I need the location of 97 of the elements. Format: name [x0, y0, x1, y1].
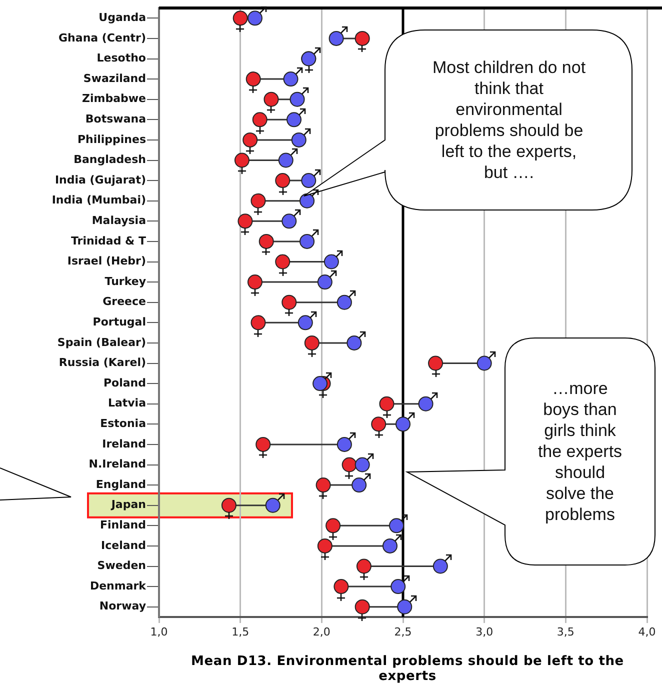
point	[301, 173, 316, 188]
point	[317, 274, 332, 290]
point	[286, 112, 302, 128]
point	[282, 294, 297, 310]
point	[221, 498, 236, 513]
point	[265, 498, 280, 513]
point	[316, 478, 331, 493]
y-tick-label: Trinidad & T	[70, 234, 146, 248]
point	[300, 234, 315, 249]
point	[246, 72, 261, 87]
point	[342, 457, 357, 472]
y-tick-label: Bangladesh	[74, 153, 146, 166]
point	[312, 376, 328, 392]
y-tick-label: Greece	[102, 295, 146, 308]
point	[334, 579, 349, 594]
point	[238, 214, 253, 229]
point	[258, 234, 274, 249]
point	[252, 112, 268, 128]
point	[354, 457, 370, 472]
point	[371, 416, 386, 432]
x-tick-label: 1,5	[232, 625, 250, 638]
y-tick-label: Norway	[99, 600, 146, 613]
point	[242, 132, 258, 148]
y-tick-label: Swaziland	[83, 72, 146, 85]
x-tick-label: 2,0	[312, 625, 330, 638]
point	[234, 152, 250, 168]
point	[317, 538, 332, 554]
point	[326, 518, 341, 534]
y-tick-label: Estonia	[100, 417, 146, 430]
point	[388, 518, 404, 534]
y-tick-label: Israel (Hebr)	[67, 254, 146, 268]
point	[346, 335, 362, 350]
point	[352, 478, 367, 493]
point	[396, 416, 410, 432]
point	[328, 30, 344, 46]
point	[390, 579, 406, 594]
point	[232, 10, 248, 26]
point	[282, 214, 297, 229]
x-tick-label: 2,5	[394, 625, 412, 638]
point	[275, 254, 290, 270]
point	[256, 436, 271, 452]
y-tick-label: Portugal	[92, 316, 146, 329]
y-tick-label: Russia (Karel)	[58, 356, 146, 370]
y-tick-label: Lesotho	[96, 52, 146, 65]
x-tick-label: 1,0	[150, 625, 168, 638]
y-tick-label: Denmark	[90, 579, 147, 592]
point	[298, 315, 313, 330]
point	[432, 558, 448, 574]
point	[250, 315, 266, 330]
point	[250, 193, 266, 208]
point	[275, 173, 290, 188]
point	[291, 132, 306, 148]
point	[290, 92, 305, 107]
y-tick-label: Ghana (Centr)	[58, 31, 146, 44]
point	[382, 538, 398, 554]
point	[300, 193, 315, 208]
y-tick-label: Zimbabwe	[82, 92, 146, 106]
y-tick-label: India (Mumbai)	[52, 194, 146, 207]
y-tick-label: Turkey	[104, 274, 146, 288]
point	[304, 335, 320, 350]
y-tick-label: Latvia	[108, 396, 146, 410]
y-tick-label: Spain (Balear)	[57, 336, 146, 349]
point	[354, 30, 370, 46]
point	[397, 599, 412, 614]
point	[428, 356, 444, 371]
point	[247, 10, 262, 26]
y-tick-label: Philippines	[77, 132, 146, 146]
y-tick-label: India (Gujarat)	[54, 173, 146, 186]
annotation: Most children do not think that environmental problems should be left to the experts, but ….	[431, 57, 587, 183]
point	[264, 92, 279, 107]
x-axis-title: Mean D13. Environmental problems should be left to the experts	[190, 654, 625, 684]
y-tick-label: Uganda	[98, 11, 146, 24]
point	[278, 152, 294, 168]
y-tick-label: Botswana	[85, 112, 146, 126]
y-tick-label: N.Ireland	[88, 458, 146, 471]
x-tick-label: 3,0	[476, 625, 494, 638]
y-tick-label: Malaysia	[92, 214, 146, 228]
x-tick-label: 4,0	[638, 625, 656, 638]
point	[418, 396, 434, 412]
annotation: …more boys than girls think the experts should solve the problems	[536, 378, 624, 525]
y-tick-label: Finland	[100, 518, 146, 532]
point	[476, 356, 492, 371]
point	[354, 599, 370, 614]
point	[336, 436, 352, 452]
point	[356, 558, 372, 574]
y-tick-label: England	[96, 478, 146, 491]
y-tick-label: Iceland	[101, 538, 146, 552]
y-tick-label: Sweden	[97, 559, 146, 572]
point	[336, 294, 352, 310]
point	[283, 72, 298, 87]
x-tick-label: 3,5	[556, 625, 574, 638]
y-tick-label: Poland	[103, 376, 146, 390]
y-tick-label: Japan	[110, 498, 146, 512]
point	[247, 274, 262, 290]
point	[379, 396, 394, 412]
point	[324, 254, 339, 270]
y-tick-label: Ireland	[102, 437, 146, 450]
